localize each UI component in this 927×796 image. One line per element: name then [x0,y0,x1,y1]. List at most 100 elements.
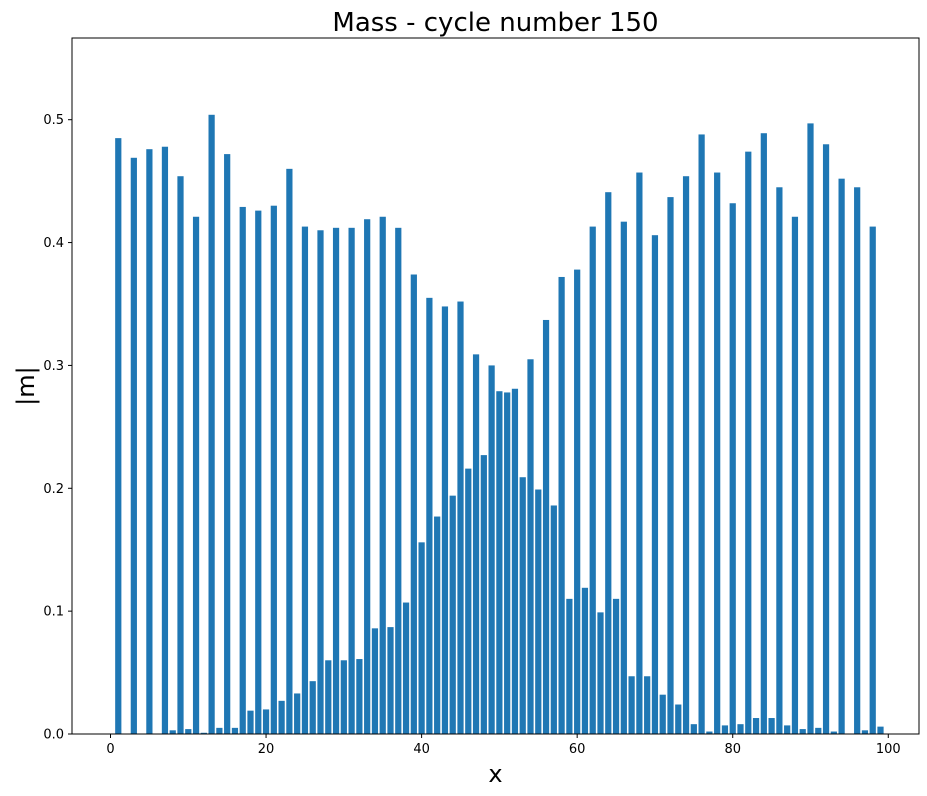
bar [597,612,604,734]
y-tick-label: 0.1 [43,605,64,620]
bar [815,727,822,734]
bar [294,693,301,734]
bar [682,176,690,735]
bar [161,146,169,734]
bar [472,354,480,734]
bar [115,138,122,735]
bar [838,178,845,734]
bar [286,168,293,735]
bar [776,187,783,735]
bar [729,203,736,735]
bar [566,598,573,734]
bar [737,724,744,734]
bar [830,731,837,734]
bar [270,205,277,735]
x-axis: 0 20 40 60 80 100 [106,734,901,757]
y-axis-label: |m| [12,366,40,406]
x-tick-label: 40 [413,742,430,757]
bar [807,123,814,735]
bar [752,718,760,734]
bar [822,144,830,734]
bar [675,704,682,734]
bar [519,477,526,734]
bar [231,727,239,734]
bar [224,154,231,734]
plot-frame [71,37,920,735]
bar [558,276,565,734]
bar [667,197,674,734]
bar [799,729,806,734]
bar [185,729,192,734]
bar [465,468,472,734]
bar [861,730,869,734]
x-tick-label: 100 [876,742,901,757]
bar [589,226,596,734]
bar [247,710,254,734]
bar [504,392,511,734]
bar [255,210,262,735]
x-tick-label: 60 [569,742,586,757]
bar [356,659,363,734]
bar [612,598,620,734]
bar [581,587,589,734]
bar [262,709,270,734]
bar [620,221,627,735]
bar [714,172,721,735]
y-tick-label: 0.2 [43,482,64,497]
bar [535,489,542,734]
bar [332,227,340,734]
bar [651,235,659,734]
bar [208,114,215,734]
bar [768,718,775,734]
bar [309,681,316,734]
bar [511,388,519,734]
bar [605,192,612,735]
y-tick-label: 0.0 [43,728,64,743]
bar [488,365,495,734]
bar [177,176,184,735]
bar [200,732,207,734]
y-tick-label: 0.3 [43,359,64,374]
bar [854,187,861,735]
bar [410,274,417,734]
x-tick-label: 80 [724,742,741,757]
bar [869,226,876,734]
x-tick-label: 20 [258,742,275,757]
bar [784,725,791,734]
bar [130,157,137,734]
bar [426,297,433,734]
x-tick-label: 0 [106,742,114,757]
bars [115,114,884,735]
bar [301,226,309,734]
bar [146,149,153,735]
bar [449,495,456,734]
bar [457,301,464,734]
bar [698,134,705,735]
chart-title: Mass - cycle number 150 [332,8,658,38]
bar [550,505,557,734]
bar [706,731,713,734]
bar [278,700,285,734]
bar [216,727,223,734]
bar [379,216,386,735]
bar [169,730,176,734]
bar [348,227,355,734]
bar [721,725,729,734]
bar [364,219,371,734]
bar [644,676,651,734]
y-tick-label: 0.4 [43,236,64,251]
bar [441,306,449,734]
bar [574,269,581,734]
bar [480,455,487,734]
bar [192,216,200,735]
bar [791,216,799,735]
bar [325,660,332,734]
bar [402,602,410,734]
bar [690,724,697,734]
bar [877,726,884,734]
bar [542,319,550,734]
bar [395,227,402,734]
y-axis: 0.0 0.1 0.2 0.3 0.4 0.5 [43,113,72,743]
bar [387,627,394,734]
